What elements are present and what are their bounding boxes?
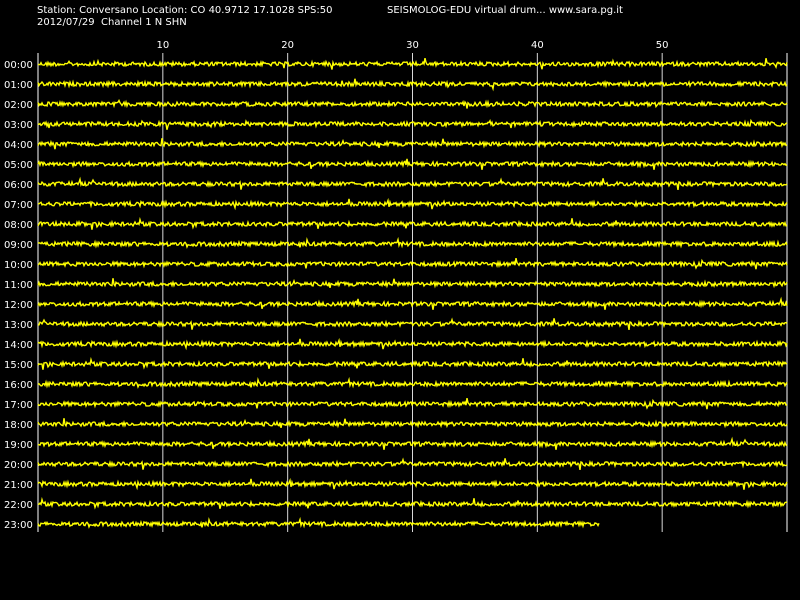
trace-0400	[37, 138, 788, 150]
trace-0800	[37, 216, 788, 230]
row-label-0400: 04:00	[4, 140, 33, 151]
trace-1800	[37, 418, 788, 429]
trace-0900	[37, 236, 788, 249]
row-label-2000: 20:00	[4, 460, 33, 471]
row-label-1100: 11:00	[4, 280, 33, 291]
trace-1400	[37, 337, 788, 351]
row-label-1200: 12:00	[4, 300, 33, 311]
trace-2300	[37, 516, 600, 529]
trace-1700	[37, 397, 788, 410]
row-label-0200: 02:00	[4, 100, 33, 111]
trace-1100	[37, 278, 788, 289]
x-tick-label-30: 30	[406, 40, 419, 51]
trace-1900	[37, 436, 788, 450]
row-label-1000: 10:00	[4, 260, 33, 271]
trace-1000	[37, 257, 788, 270]
trace-0100	[37, 78, 788, 92]
x-tick-label-20: 20	[281, 40, 294, 51]
trace-0000	[37, 57, 788, 70]
row-label-1600: 16:00	[4, 380, 33, 391]
row-label-0800: 08:00	[4, 220, 33, 231]
row-label-0600: 06:00	[4, 180, 33, 191]
row-label-0900: 09:00	[4, 240, 33, 251]
station-info: Station: Conversano Location: CO 40.9712…	[37, 5, 333, 16]
trace-2200	[37, 496, 788, 510]
row-label-2300: 23:00	[4, 520, 33, 531]
x-tick-label-10: 10	[156, 40, 169, 51]
row-label-0500: 05:00	[4, 160, 33, 171]
x-tick-label-40: 40	[531, 40, 544, 51]
date-channel-info: 2012/07/29 Channel 1 N SHN	[37, 17, 187, 28]
trace-0300	[37, 118, 788, 130]
row-label-1300: 13:00	[4, 320, 33, 331]
trace-1500	[37, 356, 788, 370]
trace-1200	[37, 296, 788, 310]
row-label-1800: 18:00	[4, 420, 33, 431]
row-label-0700: 07:00	[4, 200, 33, 211]
row-labels: 00:00 01:00 02:00 03:00 04:00 05:00 06:00 07:00…	[4, 60, 33, 531]
grid-layer	[37, 53, 788, 532]
trace-1300	[37, 317, 788, 331]
row-label-1900: 19:00	[4, 440, 33, 451]
row-label-1400: 14:00	[4, 340, 33, 351]
x-tick-labels: 10 20 30 40 50	[156, 40, 668, 51]
row-label-0300: 03:00	[4, 120, 33, 131]
app-title: SEISMOLOG-EDU virtual drum... www.sara.p…	[387, 5, 623, 16]
trace-0500	[37, 158, 788, 170]
row-label-1500: 15:00	[4, 360, 33, 371]
trace-2000	[37, 457, 788, 471]
trace-0600	[37, 176, 788, 191]
trace-2100	[37, 477, 788, 491]
row-label-0100: 01:00	[4, 80, 33, 91]
x-tick-label-50: 50	[656, 40, 669, 51]
row-label-2200: 22:00	[4, 500, 33, 511]
row-label-0000: 00:00	[4, 60, 33, 71]
trace-0200	[37, 98, 788, 109]
trace-0700	[37, 197, 788, 211]
traces	[37, 57, 788, 529]
row-label-1700: 17:00	[4, 400, 33, 411]
trace-1600	[37, 376, 788, 389]
row-label-2100: 21:00	[4, 480, 33, 491]
